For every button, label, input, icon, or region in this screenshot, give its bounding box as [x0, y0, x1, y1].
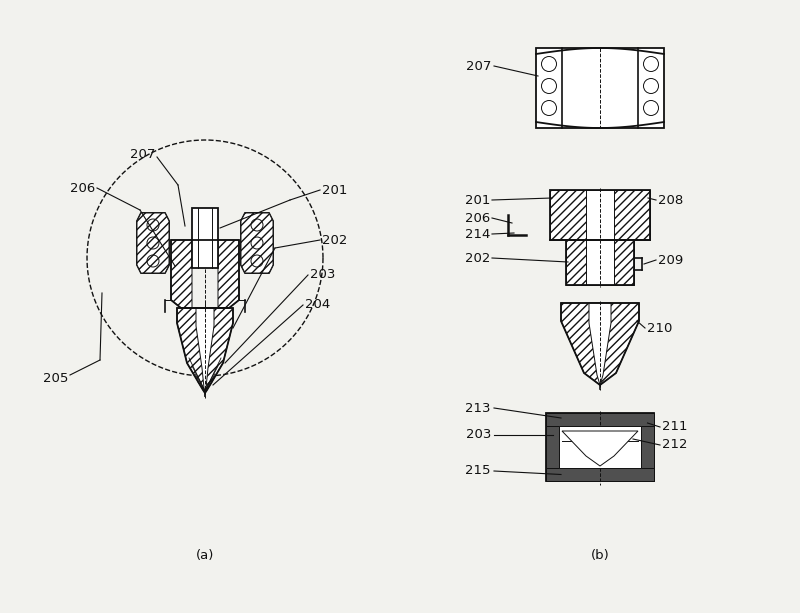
Bar: [546, 413, 654, 426]
Text: 201: 201: [465, 194, 490, 207]
Text: 214: 214: [465, 227, 490, 240]
Polygon shape: [562, 431, 638, 466]
Text: 209: 209: [658, 254, 683, 267]
Bar: [546, 468, 654, 481]
Text: 207: 207: [130, 148, 155, 161]
Polygon shape: [561, 303, 639, 385]
Polygon shape: [171, 240, 192, 308]
Text: 208: 208: [658, 194, 683, 207]
Bar: [546, 413, 654, 481]
Polygon shape: [550, 190, 650, 240]
Text: 207: 207: [466, 59, 491, 72]
Polygon shape: [218, 240, 239, 308]
Polygon shape: [192, 208, 218, 268]
Text: 203: 203: [310, 268, 335, 281]
Polygon shape: [137, 213, 169, 273]
Text: 215: 215: [466, 465, 491, 478]
Polygon shape: [241, 213, 273, 273]
Bar: [641, 413, 654, 481]
Text: 213: 213: [466, 402, 491, 414]
Polygon shape: [241, 213, 273, 273]
Bar: [586, 240, 614, 285]
Bar: [536, 48, 664, 128]
Text: 211: 211: [662, 421, 687, 433]
Text: 202: 202: [465, 251, 490, 264]
Polygon shape: [589, 303, 611, 385]
Text: 206: 206: [465, 211, 490, 224]
Text: 203: 203: [466, 428, 491, 441]
Bar: [586, 190, 614, 240]
Text: 205: 205: [42, 371, 68, 384]
Bar: [559, 426, 641, 468]
Text: (b): (b): [590, 549, 610, 562]
Bar: [566, 240, 634, 285]
Bar: [550, 190, 650, 240]
Text: 204: 204: [305, 299, 330, 311]
Text: 210: 210: [647, 321, 672, 335]
Bar: [546, 413, 559, 481]
Polygon shape: [566, 240, 634, 285]
Text: 201: 201: [322, 183, 347, 197]
Text: 206: 206: [70, 181, 95, 194]
Text: 212: 212: [662, 438, 687, 452]
Polygon shape: [177, 308, 233, 393]
Text: 202: 202: [322, 234, 347, 246]
Text: (a): (a): [196, 549, 214, 562]
Polygon shape: [196, 308, 214, 393]
Polygon shape: [137, 213, 169, 273]
